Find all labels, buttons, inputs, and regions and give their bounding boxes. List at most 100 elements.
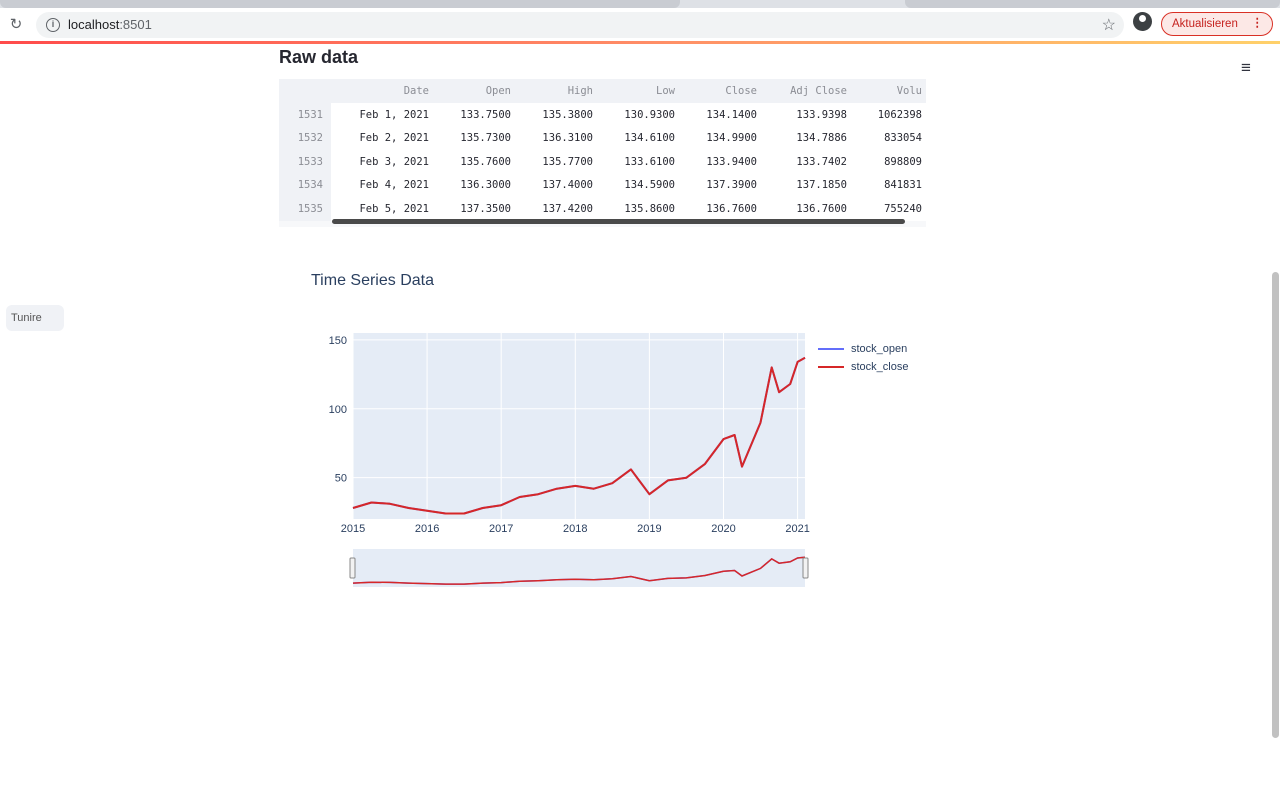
row-index: 1535 [279,197,331,221]
table-cell[interactable]: 136.3100 [515,126,597,150]
table-cell[interactable]: Feb 2, 2021 [331,126,433,150]
table-cell[interactable]: 135.3800 [515,103,597,127]
tab-strip [0,0,1280,8]
x-tick-label: 2015 [341,523,365,535]
range-slider[interactable] [353,549,805,587]
table-cell[interactable]: 134.6100 [597,126,679,150]
column-header[interactable]: Volu [851,79,926,103]
table-cell[interactable]: 137.3900 [679,173,761,197]
table-horizontal-scrollbar[interactable] [332,219,905,224]
table-row: 1532 Feb 2, 2021 135.7300 136.3100 134.6… [279,126,926,150]
update-button[interactable]: Aktualisieren ⋮ [1161,12,1273,36]
range-slider-left-handle[interactable] [349,557,356,579]
y-tick-label: 50 [335,473,347,485]
table-row: 1533 Feb 3, 2021 135.7600 135.7700 133.6… [279,150,926,174]
x-tick-label: 2021 [785,523,809,535]
x-axis: 2015 2016 2017 2018 2019 2020 2021 [341,523,810,535]
legend-swatch-open [818,348,844,350]
raw-data-heading: Raw data [279,47,359,67]
x-tick-label: 2020 [711,523,735,535]
address-bar[interactable]: i localhost:8501 ☆ [36,12,1124,38]
url-host: localhost [68,17,120,32]
reload-icon[interactable]: ↻ [9,16,23,33]
app-decoration-bar [0,41,1280,44]
page-scrollbar[interactable] [1272,272,1279,738]
table-cell[interactable]: 137.4200 [515,197,597,221]
table-cell[interactable]: 898809 [851,150,926,174]
table-cell[interactable]: 833054 [851,126,926,150]
column-header[interactable] [279,79,331,103]
raw-data-table[interactable]: Date Open High Low Close Adj Close Volu … [279,79,926,227]
table-cell[interactable]: 135.7700 [515,150,597,174]
chart-legend: stock_open stock_close [818,340,908,376]
legend-item-stock-open[interactable]: stock_open [818,340,908,358]
browser-tab[interactable] [0,0,680,8]
y-tick-label: 150 [329,335,347,347]
table-cell[interactable]: 133.9398 [761,103,851,127]
table-cell[interactable]: 1062398 [851,103,926,127]
table-cell[interactable]: 134.5900 [597,173,679,197]
more-vert-icon: ⋮ [1251,17,1264,29]
browser-tab[interactable] [905,0,1280,8]
table-cell[interactable]: 134.9900 [679,126,761,150]
legend-swatch-close [818,366,844,368]
table-cell[interactable]: Feb 5, 2021 [331,197,433,221]
column-header[interactable]: Low [597,79,679,103]
table-cell[interactable]: 841831 [851,173,926,197]
table-cell[interactable]: 135.8600 [597,197,679,221]
table-cell[interactable]: 137.1850 [761,173,851,197]
row-index: 1532 [279,126,331,150]
row-index: 1531 [279,103,331,127]
range-slider-right-handle[interactable] [802,557,809,579]
table-cell[interactable]: 133.7402 [761,150,851,174]
table-cell[interactable]: 130.9300 [597,103,679,127]
table-cell[interactable]: 134.7886 [761,126,851,150]
table-cell[interactable]: Feb 4, 2021 [331,173,433,197]
table-cell[interactable]: 136.3000 [433,173,515,197]
data-grid: Date Open High Low Close Adj Close Volu … [279,79,926,221]
column-header[interactable]: Adj Close [761,79,851,103]
table-cell[interactable]: 133.6100 [597,150,679,174]
column-header[interactable]: Open [433,79,515,103]
table-row: 1531 Feb 1, 2021 133.7500 135.3800 130.9… [279,103,926,127]
sidebar-collapsed-handle[interactable]: Tunire [6,305,64,331]
profile-avatar-icon[interactable] [1133,12,1152,31]
range-line-stock-close [352,556,806,585]
series-lines [352,356,806,515]
chart-title: Time Series Data [311,272,434,289]
hamburger-menu-icon[interactable]: ≡ [1241,58,1251,77]
table-row: 1535 Feb 5, 2021 137.3500 137.4200 135.8… [279,197,926,221]
table-header-row: Date Open High Low Close Adj Close Volu [279,79,926,103]
table-cell[interactable]: 134.1400 [679,103,761,127]
x-tick-label: 2017 [489,523,513,535]
x-tick-label: 2018 [563,523,587,535]
url-port: :8501 [119,17,152,32]
table-row: 1534 Feb 4, 2021 136.3000 137.4000 134.5… [279,173,926,197]
table-cell[interactable]: 133.7500 [433,103,515,127]
table-cell[interactable]: 133.9400 [679,150,761,174]
x-tick-label: 2019 [637,523,661,535]
table-cell[interactable]: Feb 3, 2021 [331,150,433,174]
bookmark-star-icon[interactable]: ☆ [1101,17,1116,34]
table-cell[interactable]: Feb 1, 2021 [331,103,433,127]
legend-item-stock-close[interactable]: stock_close [818,358,908,376]
table-cell[interactable]: 135.7300 [433,126,515,150]
plot-area[interactable] [353,333,805,519]
table-cell[interactable]: 136.7600 [761,197,851,221]
x-tick-label: 2016 [415,523,439,535]
column-header[interactable]: Close [679,79,761,103]
y-tick-label: 100 [329,404,347,416]
table-cell[interactable]: 137.4000 [515,173,597,197]
table-cell[interactable]: 135.7600 [433,150,515,174]
row-index: 1534 [279,173,331,197]
column-header[interactable]: Date [331,79,433,103]
table-cell[interactable]: 755240 [851,197,926,221]
range-slider-lines [352,556,806,585]
table-cell[interactable]: 136.7600 [679,197,761,221]
legend-label-close: stock_close [851,361,909,373]
info-icon[interactable]: i [46,18,60,32]
column-header[interactable]: High [515,79,597,103]
table-cell[interactable]: 137.3500 [433,197,515,221]
series-line-stock-close [352,356,806,515]
